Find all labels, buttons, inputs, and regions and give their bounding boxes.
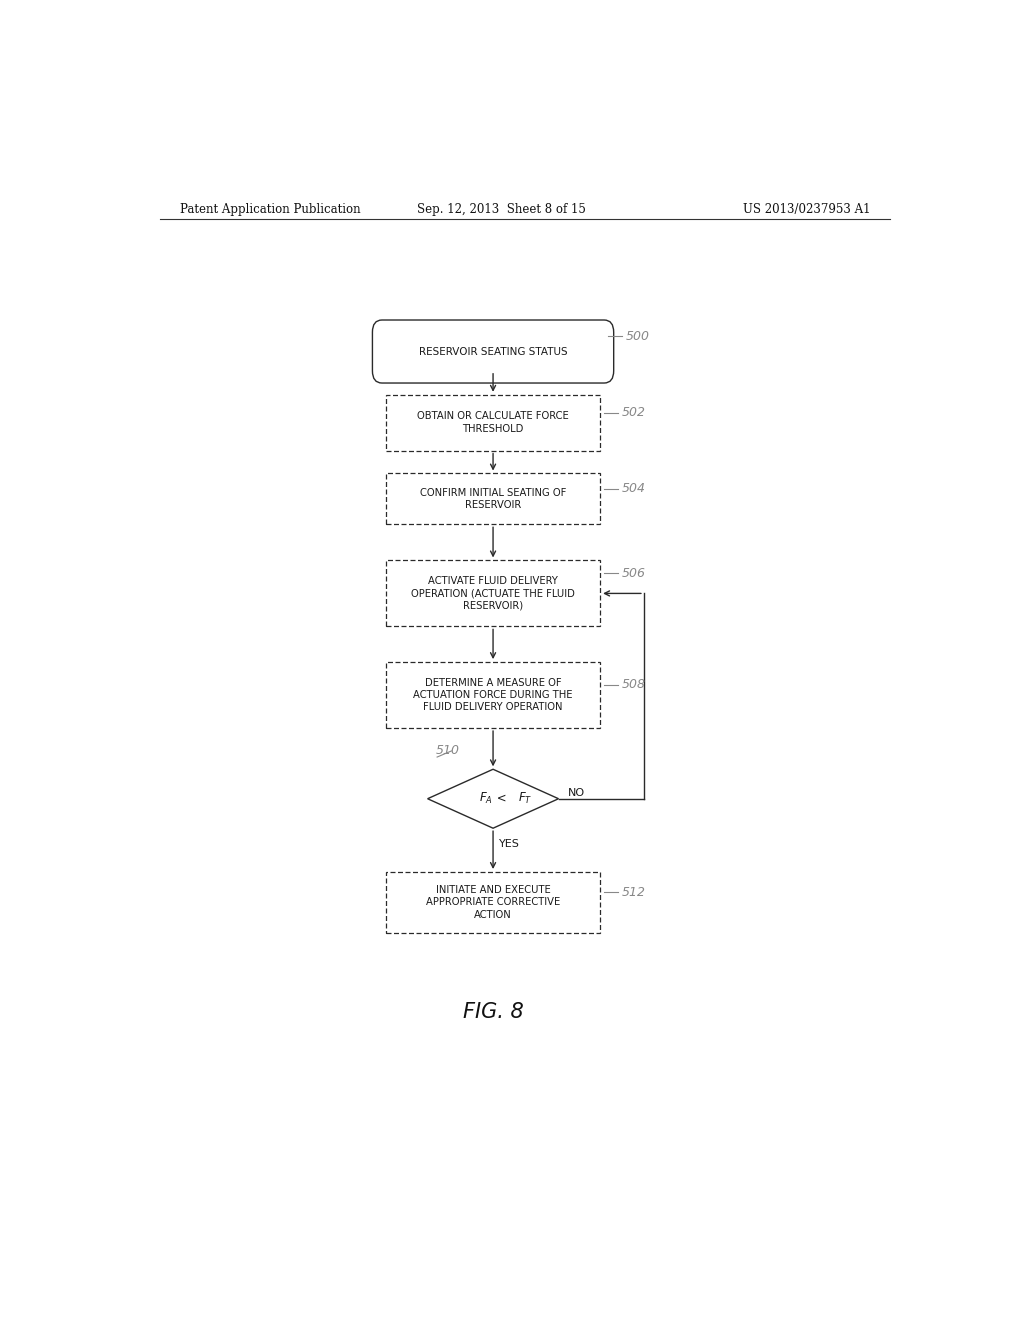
Text: RESERVOIR SEATING STATUS: RESERVOIR SEATING STATUS <box>419 347 567 356</box>
Text: FIG. 8: FIG. 8 <box>463 1002 523 1022</box>
Bar <box>386 474 600 524</box>
Text: Sep. 12, 2013  Sheet 8 of 15: Sep. 12, 2013 Sheet 8 of 15 <box>417 203 586 215</box>
Text: OBTAIN OR CALCULATE FORCE
THRESHOLD: OBTAIN OR CALCULATE FORCE THRESHOLD <box>417 412 569 434</box>
Text: Patent Application Publication: Patent Application Publication <box>179 203 360 215</box>
Text: 502: 502 <box>622 407 645 418</box>
Text: US 2013/0237953 A1: US 2013/0237953 A1 <box>742 203 870 215</box>
Text: 506: 506 <box>622 566 645 579</box>
Bar <box>386 873 600 933</box>
Text: $F_A$: $F_A$ <box>479 791 494 807</box>
Polygon shape <box>428 770 558 828</box>
Text: $F_T$: $F_T$ <box>518 791 532 807</box>
Text: YES: YES <box>500 840 520 850</box>
Bar <box>386 561 600 627</box>
Bar <box>386 663 600 729</box>
Bar <box>386 395 600 450</box>
Text: <: < <box>494 792 510 805</box>
Text: 510: 510 <box>435 744 460 758</box>
Text: INITIATE AND EXECUTE
APPROPRIATE CORRECTIVE
ACTION: INITIATE AND EXECUTE APPROPRIATE CORRECT… <box>426 884 560 920</box>
FancyBboxPatch shape <box>373 319 613 383</box>
Text: 504: 504 <box>622 482 645 495</box>
Text: DETERMINE A MEASURE OF
ACTUATION FORCE DURING THE
FLUID DELIVERY OPERATION: DETERMINE A MEASURE OF ACTUATION FORCE D… <box>414 677 572 713</box>
Text: 500: 500 <box>626 330 649 343</box>
Text: 508: 508 <box>622 678 645 692</box>
Text: 512: 512 <box>622 886 645 899</box>
Text: ACTIVATE FLUID DELIVERY
OPERATION (ACTUATE THE FLUID
RESERVOIR): ACTIVATE FLUID DELIVERY OPERATION (ACTUA… <box>411 576 575 611</box>
Text: NO: NO <box>568 788 585 797</box>
Text: CONFIRM INITIAL SEATING OF
RESERVOIR: CONFIRM INITIAL SEATING OF RESERVOIR <box>420 487 566 510</box>
